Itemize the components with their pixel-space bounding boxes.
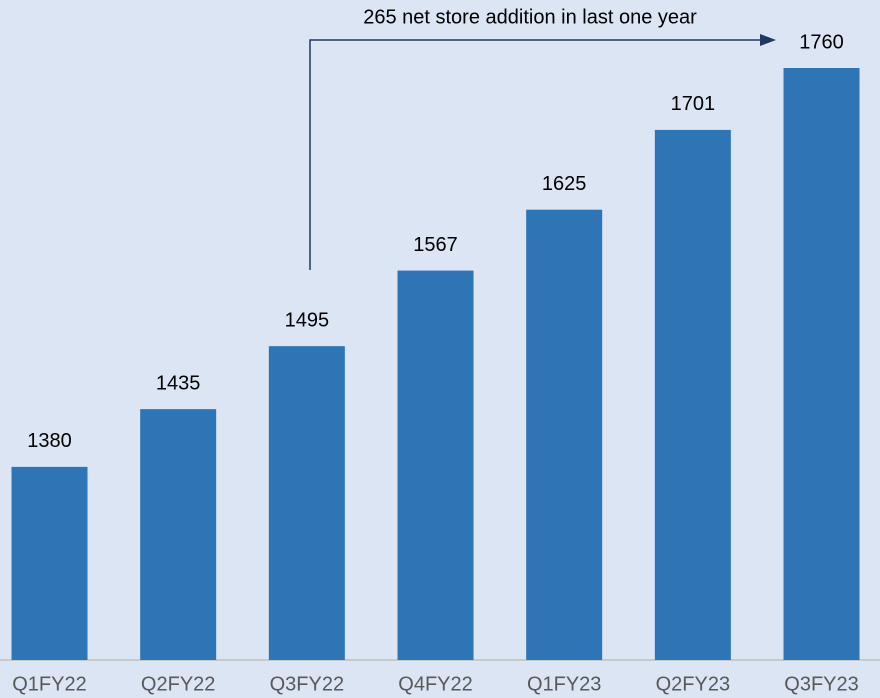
bar xyxy=(783,68,860,660)
value-label: 1701 xyxy=(671,93,716,115)
x-tick-label: Q3FY22 xyxy=(270,673,344,695)
bar xyxy=(397,270,474,660)
value-label: 1380 xyxy=(27,430,72,452)
x-tick-label: Q1FY23 xyxy=(527,673,601,695)
arrow-head xyxy=(760,34,776,46)
x-tick-label: Q4FY22 xyxy=(398,673,472,695)
value-label: 1435 xyxy=(156,372,201,394)
x-tick-label: Q2FY23 xyxy=(656,673,730,695)
bar xyxy=(268,346,345,660)
bar xyxy=(526,209,603,660)
value-label: 1567 xyxy=(413,234,458,256)
x-tick-label: Q2FY22 xyxy=(141,673,215,695)
annotation: 265 net store addition in last one year xyxy=(363,6,697,28)
annotation-arrow xyxy=(309,39,762,270)
value-label: 1760 xyxy=(799,31,844,53)
x-tick-label: Q3FY23 xyxy=(784,673,858,695)
x-tick-label: Q1FY22 xyxy=(12,673,86,695)
value-label: 1625 xyxy=(542,173,587,195)
bar xyxy=(11,466,88,660)
value-label: 1495 xyxy=(285,309,330,331)
bar xyxy=(140,409,217,660)
bar xyxy=(654,129,731,660)
